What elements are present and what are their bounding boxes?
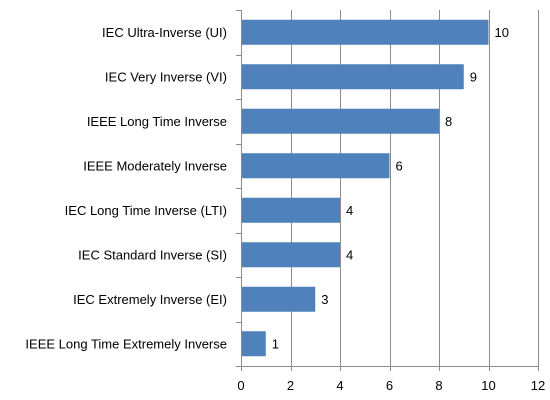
- x-tick-label: 0: [237, 378, 244, 393]
- category-label: IEEE Long Time Extremely Inverse: [25, 336, 227, 351]
- category-label: IEC Very Inverse (VI): [105, 69, 227, 84]
- x-tick-label: 10: [481, 378, 495, 393]
- value-label: 9: [470, 69, 477, 84]
- x-tick-label: 12: [531, 378, 545, 393]
- bar-8: [241, 331, 266, 357]
- gridlines: [291, 10, 539, 366]
- value-label: 4: [346, 247, 353, 262]
- category-label: IEC Ultra-Inverse (UI): [102, 25, 227, 40]
- value-label: 10: [495, 25, 509, 40]
- value-label: 3: [321, 292, 328, 307]
- value-label: 1: [272, 336, 279, 351]
- x-tick-label: 8: [435, 378, 442, 393]
- bar-4: [241, 153, 390, 179]
- value-label: 8: [445, 114, 452, 129]
- category-label: IEC Standard Inverse (SI): [78, 247, 227, 262]
- value-label: 4: [346, 203, 353, 218]
- value-label: 6: [396, 158, 403, 173]
- category-label: IEC Extremely Inverse (EI): [73, 292, 227, 307]
- bar-7: [241, 286, 316, 312]
- category-label: IEEE Moderately Inverse: [83, 158, 227, 173]
- category-label: IEC Long Time Inverse (LTI): [65, 203, 227, 218]
- axes: [236, 10, 539, 371]
- category-label: IEEE Long Time Inverse: [87, 114, 227, 129]
- bars: [241, 19, 489, 357]
- bar-2: [241, 64, 464, 90]
- x-tick-label: 4: [336, 378, 343, 393]
- x-tick-label: 2: [287, 378, 294, 393]
- x-tick-label: 6: [386, 378, 393, 393]
- bar-6: [241, 242, 340, 268]
- bar-3: [241, 108, 439, 134]
- bar-5: [241, 197, 340, 223]
- bar-1: [241, 19, 489, 45]
